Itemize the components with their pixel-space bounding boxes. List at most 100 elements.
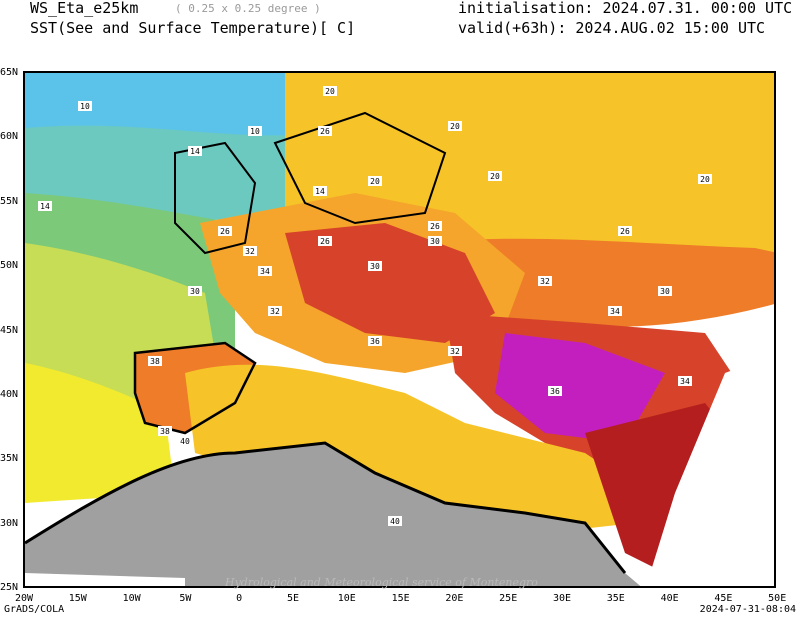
contour-label-bg — [608, 306, 622, 316]
north-africa — [25, 443, 641, 586]
central-europe-hot — [285, 223, 495, 343]
contour-label-bg — [178, 436, 192, 446]
lon-label: 15E — [391, 593, 410, 604]
lon-label: 15W — [68, 593, 87, 604]
contour-label: 14 — [315, 187, 325, 196]
lat-label: 65N — [0, 67, 19, 78]
contour-label-bg — [538, 276, 552, 286]
coast-iberia — [133, 341, 257, 435]
contour-label-bg — [388, 516, 402, 526]
lat-label: 60N — [0, 131, 19, 143]
sst-map: 10 10 14 14 14 20 20 20 20 20 26 26 26 26 26 30 30 30 30 32… — [23, 71, 776, 588]
contour-label: 32 — [450, 347, 460, 356]
contour-label-bg — [618, 226, 632, 236]
contour-label-bg — [188, 146, 202, 156]
contour-label: 26 — [620, 227, 630, 236]
lat-label: 45N — [0, 324, 19, 336]
contour-label: 20 — [490, 172, 500, 181]
contour-label-bg — [698, 174, 712, 184]
contour-label: 34 — [680, 377, 690, 386]
contour-label-bg — [218, 226, 232, 236]
contour-label-bg — [158, 426, 172, 436]
lon-label: 40E — [660, 593, 679, 604]
grid-resolution: ( 0.25 x 0.25 degree ) — [175, 2, 321, 15]
lat-label: 30N — [0, 517, 19, 529]
contour-label-bg — [188, 286, 202, 296]
lat-label: 25N — [0, 582, 19, 594]
contour-label: 38 — [150, 357, 160, 366]
lon-label: 35E — [606, 593, 625, 604]
field-title: SST(See and Surface Temperature)[ C] — [30, 19, 356, 37]
lon-label: 20W — [14, 593, 34, 604]
contour-label: 14 — [190, 147, 200, 156]
outside-domain — [646, 354, 774, 586]
contour-label: 26 — [220, 227, 230, 236]
lon-label: 50E — [768, 593, 787, 604]
contour-label: 10 — [80, 102, 90, 111]
contour-label-bg — [428, 221, 442, 231]
contour-label: 30 — [370, 262, 380, 271]
lat-label: 40N — [0, 389, 19, 400]
contour-label-bg — [678, 376, 692, 386]
lat-label: 50N — [0, 260, 19, 272]
contour-label: 30 — [190, 287, 200, 296]
contour-label: 20 — [450, 122, 460, 131]
contour-labels: 10 10 14 14 14 20 20 20 20 20 26 26 26 26 26 30 30 30 30 32… — [38, 86, 712, 526]
lon-label: 20E — [445, 593, 464, 604]
contour-label: 30 — [660, 287, 670, 296]
contour-label-bg — [368, 261, 382, 271]
coast-britain — [174, 141, 257, 255]
contour-label-bg — [268, 306, 282, 316]
contour-label: 36 — [370, 337, 380, 346]
coast-africa — [25, 441, 627, 574]
contour-label: 26 — [320, 237, 330, 246]
lon-label: 10E — [337, 593, 356, 604]
contour-label-bg — [318, 236, 332, 246]
contour-label: 20 — [325, 87, 335, 96]
lon-label: 30E — [552, 593, 572, 604]
lon-label: 10W — [122, 593, 141, 604]
lon-label: 45E — [714, 593, 733, 604]
contour-label-bg — [258, 266, 272, 276]
init-time: initialisation: 2024.07.31. 00:00 UTC — [458, 0, 793, 17]
contour-label: 38 — [160, 427, 170, 436]
contour-label-bg — [428, 236, 442, 246]
contour-label-bg — [248, 126, 262, 136]
contour-label-bg — [368, 176, 382, 186]
balkans-hot — [495, 333, 665, 443]
model-name: WS_Eta_e25km — [30, 0, 139, 17]
contour-label: 40 — [180, 437, 190, 446]
contour-label-bg — [38, 201, 52, 211]
contour-label: 32 — [540, 277, 550, 286]
contour-label: 30 — [430, 237, 440, 246]
lat-label: 35N — [0, 453, 19, 465]
lat-label: 55N — [0, 195, 19, 207]
coast-scandinavia — [273, 111, 447, 225]
contour-label: 26 — [320, 127, 330, 136]
contour-label: 40 — [390, 517, 400, 526]
map-svg: 10 10 14 14 14 20 20 20 20 20 26 26 26 26 26 30 30 30 30 32… — [25, 73, 774, 586]
contour-label: 20 — [370, 177, 380, 186]
contour-label-bg — [323, 86, 337, 96]
lon-label: 5W — [179, 593, 192, 604]
contour-label: 10 — [250, 127, 260, 136]
contour-label-bg — [448, 121, 462, 131]
contour-label: 34 — [610, 307, 620, 316]
contour-label-bg — [448, 346, 462, 356]
contour-label-bg — [313, 186, 327, 196]
valid-time: valid(+63h): 2024.AUG.02 15:00 UTC — [458, 19, 766, 37]
lon-label: 5E — [286, 593, 300, 604]
contour-label-bg — [78, 101, 92, 111]
contour-label-bg — [318, 126, 332, 136]
contour-label-bg — [243, 246, 257, 256]
contour-label: 36 — [550, 387, 560, 396]
contour-label: 20 — [700, 175, 710, 184]
contour-label: 34 — [260, 267, 270, 276]
band-23-atlantic — [25, 363, 175, 503]
contour-label: 26 — [430, 222, 440, 231]
outside-domain-sw — [25, 573, 185, 586]
contour-label-bg — [548, 386, 562, 396]
contour-label-bg — [148, 356, 162, 366]
contour-label-bg — [368, 336, 382, 346]
contour-label: 32 — [245, 247, 255, 256]
